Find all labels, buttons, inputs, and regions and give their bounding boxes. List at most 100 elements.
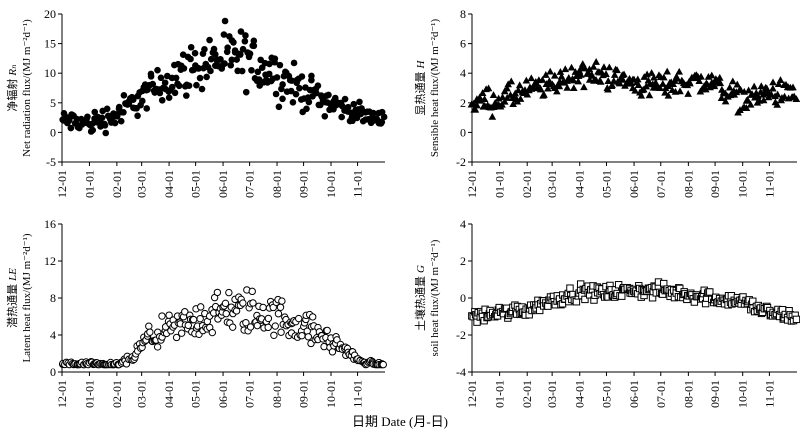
data-point bbox=[773, 90, 782, 98]
data-point bbox=[304, 333, 313, 341]
data-point bbox=[684, 90, 692, 97]
data-point bbox=[380, 113, 388, 121]
y-label-cn: 净辐射 bbox=[5, 79, 19, 112]
data-point bbox=[780, 92, 789, 100]
data-point bbox=[350, 100, 358, 108]
data-point bbox=[67, 124, 75, 132]
data-point bbox=[742, 104, 751, 111]
x-tick-label: 12-01 bbox=[55, 170, 69, 198]
data-point bbox=[527, 74, 536, 82]
data-points bbox=[467, 58, 800, 120]
data-point bbox=[661, 88, 669, 96]
data-point bbox=[478, 89, 487, 96]
data-point bbox=[701, 85, 710, 93]
data-point bbox=[266, 60, 273, 68]
y-tick-label: 0 bbox=[460, 125, 466, 139]
data-point bbox=[650, 73, 658, 81]
data-point bbox=[733, 80, 742, 88]
data-point bbox=[117, 117, 125, 125]
data-point bbox=[270, 331, 278, 339]
y-tick-label: -4 bbox=[456, 365, 466, 379]
data-point bbox=[207, 55, 215, 63]
data-point bbox=[645, 91, 654, 99]
x-tick-label: 01-01 bbox=[493, 380, 507, 408]
x-tick-label: 05-01 bbox=[599, 380, 613, 408]
x-tick-label: 12-01 bbox=[465, 170, 479, 198]
y-tick-label: 10 bbox=[44, 66, 56, 80]
y-tick-label: 2 bbox=[460, 96, 466, 110]
data-point bbox=[168, 83, 176, 91]
data-point bbox=[509, 100, 517, 108]
data-point bbox=[102, 129, 110, 137]
data-point bbox=[312, 89, 320, 97]
y-label-symbol: G bbox=[415, 265, 427, 273]
y-label-en: soil heat flux/(MJ m⁻²d⁻¹) bbox=[429, 239, 441, 356]
data-point bbox=[241, 37, 249, 45]
data-point bbox=[507, 77, 516, 85]
y-tick-label: 8 bbox=[50, 291, 56, 305]
data-point bbox=[774, 80, 783, 88]
data-point bbox=[489, 91, 498, 98]
x-axis-label: 日期 Date (月-日) bbox=[352, 414, 448, 429]
data-point bbox=[239, 45, 247, 53]
y-label-en: Latent heat flux/(MJ m⁻²d⁻¹) bbox=[21, 233, 33, 362]
data-point bbox=[274, 310, 283, 318]
data-point bbox=[776, 76, 785, 84]
data-point bbox=[763, 84, 771, 92]
x-tick-label: 09-01 bbox=[708, 380, 722, 408]
data-point bbox=[111, 119, 119, 127]
data-point bbox=[221, 17, 229, 25]
data-point bbox=[271, 322, 279, 330]
x-tick-label: 11-01 bbox=[762, 170, 776, 198]
data-point bbox=[157, 74, 165, 82]
y-tick-label: -5 bbox=[46, 155, 56, 169]
data-point bbox=[89, 126, 97, 134]
data-point bbox=[618, 292, 626, 300]
data-point bbox=[717, 94, 726, 101]
x-tick-label: 10-01 bbox=[324, 170, 338, 198]
x-tick-label: 05-01 bbox=[599, 170, 613, 198]
data-point bbox=[369, 109, 377, 117]
data-point bbox=[596, 77, 605, 85]
data-point bbox=[581, 64, 589, 72]
y-tick-label: 2 bbox=[460, 254, 466, 268]
x-tick-label: 04-01 bbox=[573, 380, 587, 408]
x-tick-label: 07-01 bbox=[654, 170, 668, 198]
data-point bbox=[249, 299, 257, 307]
x-tick-label: 11-01 bbox=[762, 380, 776, 408]
data-point bbox=[567, 63, 576, 71]
data-point bbox=[305, 98, 313, 106]
data-point bbox=[125, 100, 133, 108]
data-point bbox=[503, 84, 511, 92]
data-point bbox=[292, 90, 300, 98]
data-point bbox=[149, 80, 157, 88]
data-point bbox=[246, 323, 255, 331]
data-point bbox=[523, 90, 532, 98]
data-point bbox=[198, 85, 206, 93]
data-points bbox=[59, 17, 388, 137]
y-tick-label: 0 bbox=[460, 291, 466, 305]
data-point bbox=[165, 311, 173, 319]
data-point bbox=[588, 71, 596, 79]
x-tick-label: 04-01 bbox=[162, 380, 176, 408]
data-point bbox=[220, 31, 228, 38]
data-point bbox=[177, 329, 186, 337]
data-point bbox=[686, 79, 694, 87]
data-point bbox=[221, 299, 230, 308]
x-tick-label: 12-01 bbox=[55, 380, 69, 408]
data-point bbox=[602, 70, 610, 78]
data-points bbox=[468, 278, 800, 326]
x-tick-label: 01-01 bbox=[493, 170, 507, 198]
data-point bbox=[585, 65, 594, 73]
y-axis-label: 潜热通量 LE bbox=[5, 268, 19, 328]
data-point bbox=[574, 77, 583, 85]
x-tick-label: 11-01 bbox=[351, 170, 365, 198]
data-point bbox=[189, 315, 198, 324]
data-point bbox=[605, 63, 614, 71]
data-point bbox=[253, 321, 261, 330]
panel-net-radiation: -5 0 5 10 15 20 12-01 01-01 02-01 03-01 04-01 05-01… bbox=[5, 7, 388, 198]
data-point bbox=[378, 118, 386, 126]
data-point bbox=[222, 309, 230, 318]
y-axis-label: 土壤热通量 G bbox=[413, 265, 427, 331]
data-point bbox=[732, 88, 741, 96]
